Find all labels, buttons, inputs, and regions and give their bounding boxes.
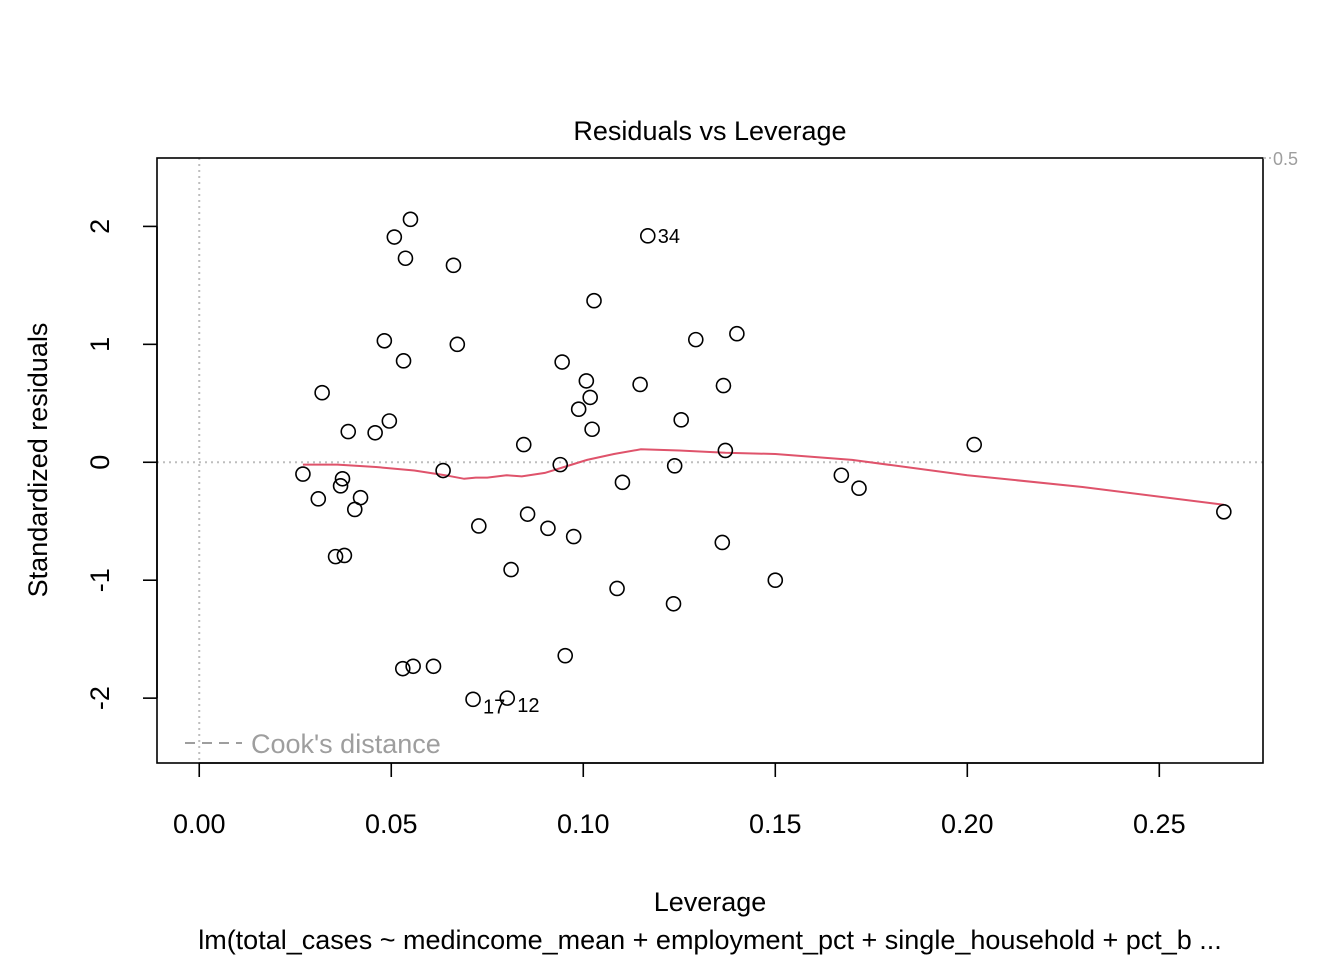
data-point xyxy=(1216,504,1232,520)
data-point xyxy=(665,595,682,612)
model-formula-caption: lm(total_cases ~ medincome_mean + employ… xyxy=(198,925,1222,955)
y-tick-label: 0 xyxy=(85,455,115,470)
data-point xyxy=(402,211,419,228)
data-point xyxy=(445,257,462,274)
data-point xyxy=(449,336,466,353)
data-point xyxy=(570,401,587,417)
data-point xyxy=(515,436,532,453)
data-point xyxy=(614,474,631,491)
y-tick-label: 1 xyxy=(85,337,115,352)
x-axis-label: Leverage xyxy=(654,887,767,917)
data-point xyxy=(499,690,516,706)
data-point xyxy=(582,389,598,406)
data-point xyxy=(352,489,369,506)
data-point xyxy=(314,384,330,401)
data-point xyxy=(565,528,582,545)
data-point xyxy=(367,424,383,441)
data-point xyxy=(966,436,983,453)
data-point xyxy=(394,660,411,677)
data-point xyxy=(609,580,625,597)
data-point xyxy=(405,658,421,675)
data-point xyxy=(519,506,536,522)
point-label-12: 12 xyxy=(517,695,539,717)
data-point xyxy=(397,250,414,267)
data-point xyxy=(471,518,487,534)
data-point xyxy=(465,691,481,708)
data-point xyxy=(386,229,403,245)
data-point xyxy=(381,413,398,429)
data-point xyxy=(552,456,569,473)
legend-cooks-distance-label: Cook's distance xyxy=(251,729,441,759)
plot-area: 17 12 34 xyxy=(157,158,1263,763)
data-point xyxy=(334,470,351,487)
smooth-trend-line xyxy=(302,448,1224,506)
data-point xyxy=(557,647,574,664)
data-point xyxy=(833,467,850,484)
x-tick-label: 0.00 xyxy=(173,809,226,839)
x-tick-label: 0.25 xyxy=(1133,809,1186,839)
y-axis-label: Standardized residuals xyxy=(23,323,53,598)
data-point xyxy=(336,547,353,564)
data-point xyxy=(340,423,357,440)
legend: Cook's distance xyxy=(185,729,441,759)
y-axis: -2 -1 0 1 2 xyxy=(85,219,158,710)
data-point xyxy=(540,520,556,537)
data-point xyxy=(327,548,344,565)
data-point xyxy=(851,480,867,497)
data-point xyxy=(425,658,442,675)
data-point xyxy=(729,325,745,342)
data-point xyxy=(435,462,451,479)
cooks-contour-labels: 0.5 xyxy=(1263,149,1298,169)
data-point xyxy=(767,572,784,589)
data-point xyxy=(584,421,600,438)
data-point xyxy=(673,412,689,428)
data-point xyxy=(586,292,602,309)
data-point xyxy=(687,331,704,348)
data-point xyxy=(632,376,648,393)
x-tick-label: 0.05 xyxy=(365,809,418,839)
data-point xyxy=(639,228,656,244)
y-tick-label: 2 xyxy=(85,219,115,234)
data-point xyxy=(554,354,570,370)
point-label-17: 17 xyxy=(483,696,505,718)
x-tick-label: 0.20 xyxy=(941,809,994,839)
data-point xyxy=(332,478,349,494)
data-point xyxy=(310,491,327,507)
data-point xyxy=(715,377,732,394)
point-label-34: 34 xyxy=(658,226,680,248)
data-point xyxy=(714,534,731,551)
data-point xyxy=(503,561,519,578)
data-point xyxy=(395,353,412,369)
data-point xyxy=(666,458,683,474)
data-point xyxy=(295,466,311,482)
data-point xyxy=(376,332,393,349)
x-axis: 0.00 0.05 0.10 0.15 0.20 0.25 xyxy=(173,762,1186,839)
x-tick-label: 0.10 xyxy=(557,809,610,839)
data-point xyxy=(578,373,595,389)
data-point xyxy=(717,442,734,459)
chart-title: Residuals vs Leverage xyxy=(573,116,846,146)
x-tick-label: 0.15 xyxy=(749,809,802,839)
cooks-contour-label: 0.5 xyxy=(1273,149,1298,169)
y-tick-label: -2 xyxy=(85,686,115,710)
y-tick-label: -1 xyxy=(85,568,115,592)
